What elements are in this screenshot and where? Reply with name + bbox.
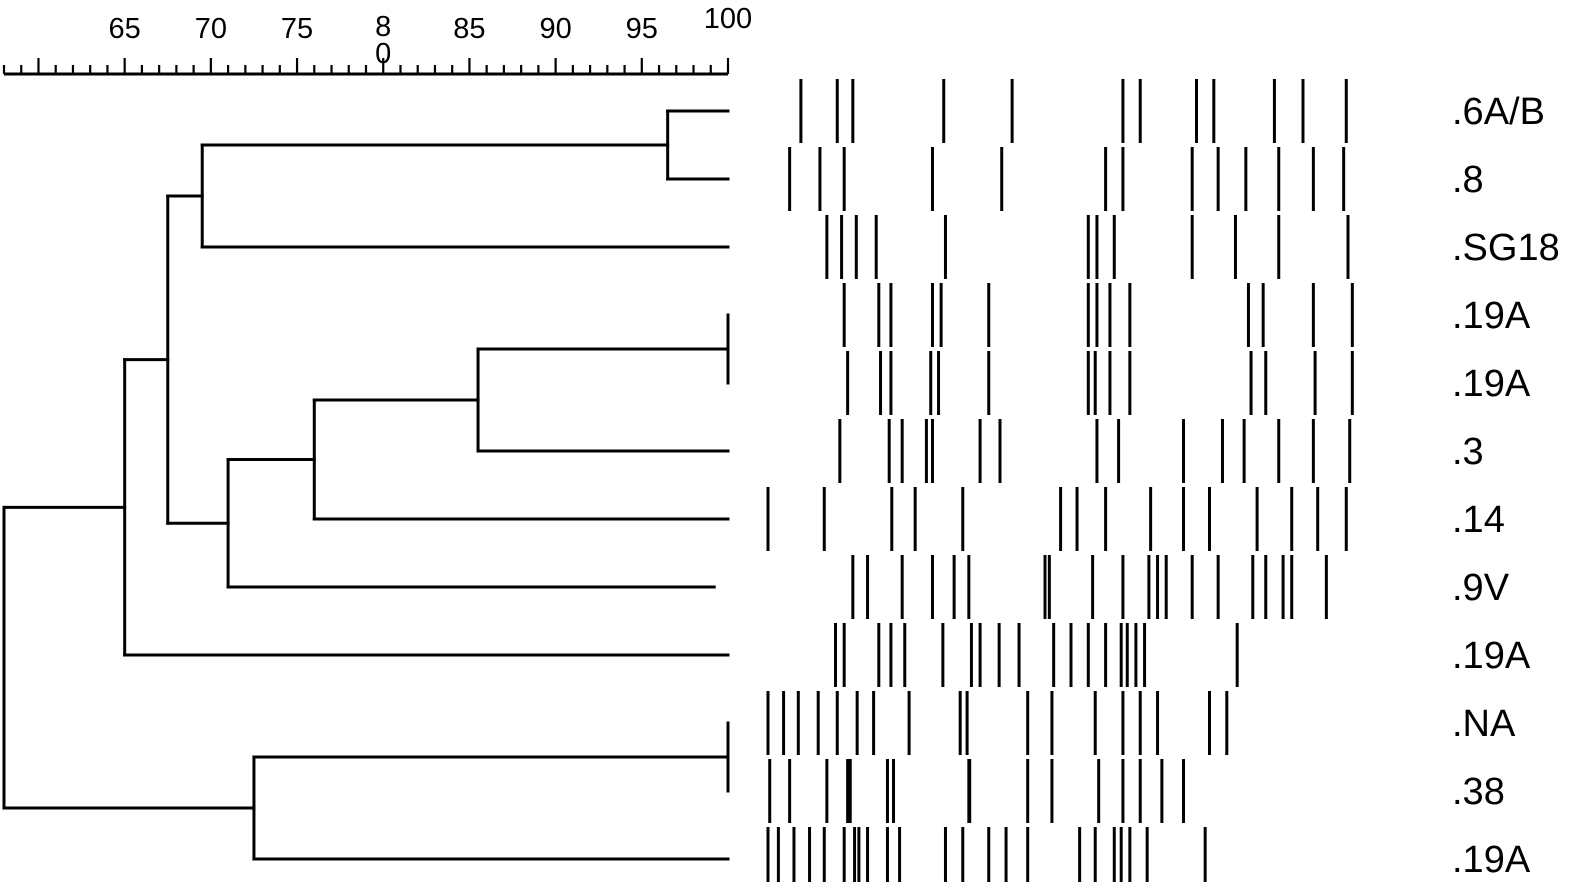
band-lane xyxy=(846,351,1354,415)
row-labels: .6A/B .8 .SG18 .19A .19A .3 .14 .9V .19A .NA .38 .1… xyxy=(1452,91,1560,881)
scale-tick-label: 95 xyxy=(626,13,658,45)
band-lane xyxy=(766,487,1348,551)
row-label: .19A xyxy=(1452,635,1531,677)
row-label: .SG18 xyxy=(1452,227,1560,269)
scale-tick-label: 75 xyxy=(281,13,313,45)
band-lane xyxy=(842,283,1354,347)
row-label: .9V xyxy=(1452,567,1510,609)
scale-tick-label: 100 xyxy=(704,3,752,35)
scale-tick-label: 85 xyxy=(453,13,485,45)
row-label: .19A xyxy=(1452,295,1531,337)
row-label: .19A xyxy=(1452,363,1531,405)
band-lane xyxy=(825,215,1350,279)
similarity-scale: 65 70 75 8 0 85 90 95 100 xyxy=(2,3,752,76)
band-lane xyxy=(834,623,1239,687)
dendrogram-tree xyxy=(2,109,730,861)
band-lane xyxy=(768,759,1186,823)
row-label: .3 xyxy=(1452,431,1484,473)
band-lane xyxy=(766,691,1229,755)
row-label: .38 xyxy=(1452,771,1505,813)
row-label: .NA xyxy=(1452,703,1516,745)
row-label: .6A/B xyxy=(1452,91,1545,133)
scale-tick-label: 70 xyxy=(195,13,227,45)
scale-tick-label: 90 xyxy=(539,13,571,45)
row-label: .8 xyxy=(1452,159,1484,201)
band-lane xyxy=(766,827,1207,882)
row-label: .19A xyxy=(1452,839,1531,881)
band-lane xyxy=(838,419,1352,483)
band-lane xyxy=(851,555,1328,619)
row-label: .14 xyxy=(1452,499,1505,541)
band-lane xyxy=(799,79,1348,143)
scale-tick-label: 65 xyxy=(109,13,141,45)
band-pattern-panel xyxy=(766,79,1354,882)
band-lane xyxy=(788,147,1346,211)
